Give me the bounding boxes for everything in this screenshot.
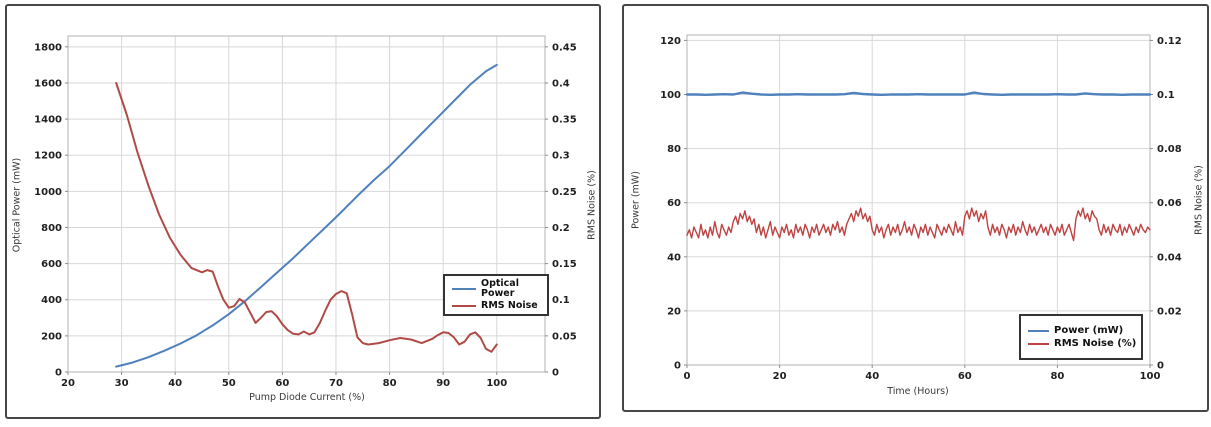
left-chart-plot-area: 20 30 40 50 60 70 80 90 100020040060080010001200…	[34, 35, 577, 389]
legend-item-rms-noise-pct: RMS Noise (%)	[1028, 337, 1137, 349]
right-chart-x-axis-title: Time (Hours)	[887, 386, 949, 397]
x-tick-label: 50	[222, 378, 236, 389]
optical-power-legend-swatch	[452, 287, 476, 290]
y-right-tick-label: 0.15	[552, 259, 577, 270]
y-right-tick-label: 0.12	[1157, 36, 1182, 47]
power-legend-swatch	[1028, 329, 1049, 332]
y-right-tick-label: 0.25	[552, 187, 577, 198]
y-right-tick-label: 0.1	[1157, 90, 1175, 101]
y-right-tick-label: 0.3	[552, 151, 570, 162]
plot-frame	[686, 34, 1151, 366]
y-left-tick-label: 800	[41, 223, 62, 234]
x-tick-label: 40	[865, 371, 879, 382]
y-left-tick-label: 20	[667, 306, 681, 317]
left-chart-y-right-axis-title: RMS Noise (%)	[586, 170, 598, 240]
right-chart-y-left-axis-title: Power (mW)	[630, 171, 642, 229]
right-chart-plot-area: 0 20 40 60 80 10002040608010012000.020.040.06…	[660, 34, 1182, 382]
x-tick-label: 100	[486, 378, 507, 389]
rms-noise-pct-legend-label: RMS Noise (%)	[1054, 337, 1137, 349]
optical-power-series	[115, 63, 498, 368]
y-left-tick-label: 1000	[34, 187, 62, 198]
x-tick-label: 80	[383, 378, 397, 389]
x-tick-label: 100	[1140, 371, 1161, 382]
y-left-tick-label: 120	[660, 36, 681, 47]
y-left-tick-label: 1600	[34, 78, 62, 89]
legend-item-optical-power: Optical Power	[452, 279, 543, 298]
right-chart-y-right-axis-title: RMS Noise (%)	[1193, 165, 1205, 235]
x-tick-label: 70	[329, 378, 343, 389]
y-left-tick-label: 400	[41, 295, 62, 306]
left-chart-x-axis-title: Pump Diode Current (%)	[249, 392, 365, 403]
y-right-tick-label: 0.05	[552, 331, 577, 342]
y-left-tick-label: 60	[667, 198, 681, 209]
x-tick-label: 20	[773, 371, 787, 382]
y-left-tick-label: 1800	[34, 42, 62, 53]
legend-item-rms-noise: RMS Noise	[452, 301, 543, 311]
y-left-tick-label: 0	[55, 368, 62, 379]
y-right-tick-label: 0.04	[1157, 252, 1182, 263]
legend-item-power: Power (mW)	[1028, 324, 1137, 336]
x-tick-label: 60	[275, 378, 289, 389]
x-tick-label: 40	[168, 378, 182, 389]
left-chart-panel: 20 30 40 50 60 70 80 90 100 0 200 400 600 800 1000 1200…	[5, 4, 601, 419]
x-tick-label: 0	[684, 371, 691, 382]
y-left-tick-label: 1400	[34, 115, 62, 126]
y-left-tick-label: 100	[660, 90, 681, 101]
y-right-tick-label: 0.45	[552, 42, 577, 53]
x-tick-label: 60	[958, 371, 972, 382]
x-tick-label: 80	[1050, 371, 1064, 382]
left-chart-y-left-axis-title: Optical Power (mW)	[11, 157, 23, 253]
y-left-tick-label: 40	[667, 252, 681, 263]
y-right-tick-label: 0.1	[552, 295, 570, 306]
rms-noise-series	[115, 82, 498, 353]
x-tick-label: 90	[436, 378, 450, 389]
optical-power-legend-label: Optical Power	[481, 278, 519, 299]
rms-noise-legend-label: RMS Noise	[481, 300, 538, 312]
y-left-tick-label: 200	[41, 331, 62, 342]
y-left-tick-label: 80	[667, 144, 681, 155]
y-right-tick-label: 0.2	[552, 223, 570, 234]
y-right-tick-label: 0.35	[552, 115, 577, 126]
y-right-tick-label: 0.4	[552, 78, 570, 89]
y-right-tick-label: 0.02	[1157, 306, 1182, 317]
left-chart-legend: Optical Power RMS Noise	[443, 274, 549, 316]
y-right-tick-label: 0	[1157, 361, 1164, 372]
x-tick-label: 20	[61, 378, 75, 389]
right-chart-legend: Power (mW) RMS Noise (%)	[1019, 314, 1143, 360]
y-right-tick-label: 0.06	[1157, 198, 1182, 209]
plot-frame	[67, 35, 546, 373]
y-right-tick-label: 0	[552, 368, 559, 379]
rms-noise-series	[686, 207, 1151, 242]
y-left-tick-label: 600	[41, 259, 62, 270]
y-right-tick-label: 0.08	[1157, 144, 1182, 155]
right-chart-panel: 0 20 40 60 80 100 0 20 40 60 80 100 120 0 0.02 0.04 0.06…	[622, 4, 1209, 412]
x-tick-label: 30	[115, 378, 129, 389]
rms-noise-pct-legend-swatch	[1028, 342, 1049, 345]
power-mw-series	[685, 91, 1152, 97]
y-left-tick-label: 0	[674, 361, 681, 372]
power-legend-label: Power (mW)	[1054, 324, 1124, 336]
rms-noise-legend-swatch	[452, 305, 476, 307]
y-left-tick-label: 1200	[34, 151, 62, 162]
